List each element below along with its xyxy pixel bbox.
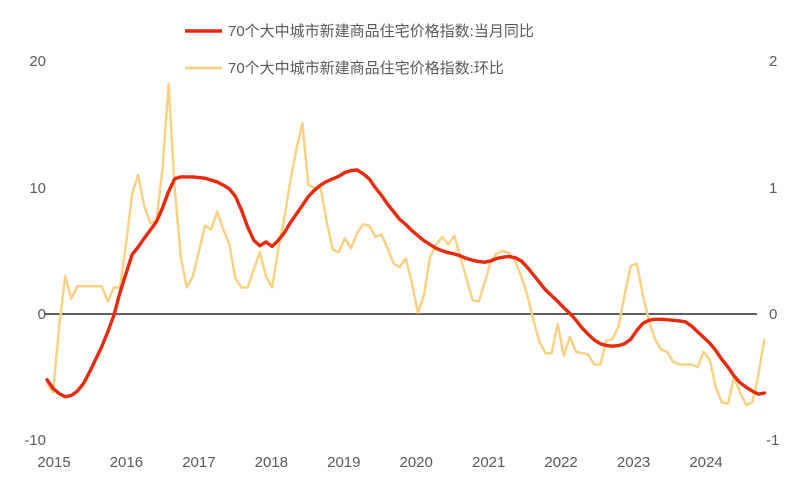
series-layer bbox=[45, 82, 767, 407]
legend-label-mom: 70个大中城市新建商品住宅价格指数:环比 bbox=[228, 60, 504, 77]
yoy-series-line bbox=[45, 168, 767, 399]
x-tick-2020: 2020 bbox=[400, 454, 433, 471]
y-right-tick-2: 2 bbox=[769, 53, 777, 70]
y-left-tick-10: 10 bbox=[29, 180, 46, 197]
x-tick-2021: 2021 bbox=[472, 454, 505, 471]
x-tick-2015: 2015 bbox=[37, 454, 70, 471]
y-left-tick-20: 20 bbox=[29, 53, 46, 70]
x-tick-2024: 2024 bbox=[689, 454, 722, 471]
y-left-tick-0: 0 bbox=[38, 306, 46, 323]
legend-label-yoy: 70个大中城市新建商品住宅价格指数:当月同比 bbox=[228, 23, 534, 40]
x-tick-2022: 2022 bbox=[544, 454, 577, 471]
y-right-tick-n1: -1 bbox=[766, 432, 779, 449]
x-tick-2018: 2018 bbox=[255, 454, 288, 471]
y-axis-right: 2 1 0 -1 bbox=[766, 53, 779, 449]
x-tick-2019: 2019 bbox=[327, 454, 360, 471]
x-tick-2023: 2023 bbox=[617, 454, 650, 471]
y-left-tick-n10: -10 bbox=[24, 432, 46, 449]
chart-legend: 70个大中城市新建商品住宅价格指数:当月同比 70个大中城市新建商品住宅价格指数… bbox=[185, 23, 534, 77]
mom-series-line bbox=[45, 82, 766, 407]
y-right-tick-1: 1 bbox=[769, 180, 777, 197]
y-right-tick-0: 0 bbox=[769, 306, 777, 323]
x-axis: 2015 2016 2017 2018 2019 2020 2021 2022 … bbox=[37, 454, 722, 471]
y-axis-left: 20 10 0 -10 bbox=[24, 53, 46, 449]
x-tick-2017: 2017 bbox=[182, 454, 215, 471]
x-tick-2016: 2016 bbox=[110, 454, 143, 471]
